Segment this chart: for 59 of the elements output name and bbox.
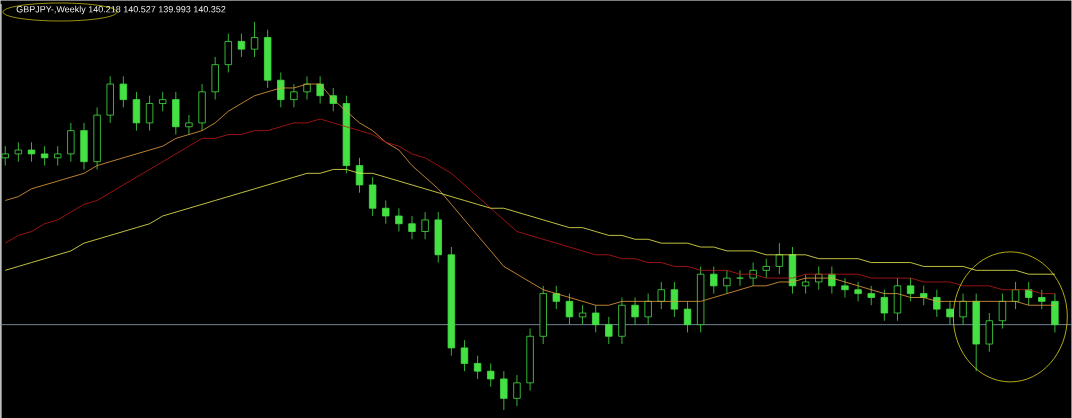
candlestick — [355, 157, 364, 194]
candlestick — [290, 83, 298, 108]
candlestick — [736, 269, 744, 287]
candlestick — [670, 281, 679, 318]
candlestick — [946, 300, 954, 326]
candlestick — [513, 374, 521, 407]
candlestick — [1024, 281, 1033, 306]
candlestick — [277, 72, 285, 108]
candlestick — [605, 316, 613, 345]
candlestick — [395, 207, 403, 232]
candlestick — [657, 281, 665, 310]
candlestick — [67, 122, 75, 163]
candlestick — [1051, 293, 1059, 333]
candlestick — [565, 293, 574, 326]
candlestick — [998, 293, 1007, 329]
candlestick — [841, 277, 849, 298]
candlestick — [421, 211, 429, 240]
candlestick — [185, 114, 193, 135]
candlestick — [592, 304, 600, 333]
candlestick — [316, 75, 324, 104]
candlestick — [762, 258, 770, 279]
candlestick — [801, 273, 810, 294]
candlestick — [631, 297, 639, 326]
candlestick — [159, 91, 167, 112]
candlestick — [906, 277, 915, 302]
candlestick — [408, 215, 416, 240]
candlestick — [920, 285, 928, 306]
candlestick — [644, 293, 652, 326]
candlestick — [552, 285, 560, 310]
candlestick — [303, 75, 311, 100]
candlestick — [145, 95, 154, 132]
candlestick — [27, 141, 36, 163]
candlestick — [132, 91, 141, 132]
candlestick — [500, 370, 508, 411]
candlestick — [224, 33, 232, 73]
candlestick — [959, 293, 967, 326]
candlestick — [54, 145, 62, 166]
candlestick — [487, 363, 495, 388]
candlestick — [473, 355, 482, 380]
candlestick — [40, 145, 49, 166]
candlestick — [985, 312, 993, 353]
candlestick — [723, 269, 731, 294]
candlestick — [854, 281, 862, 302]
candlestick — [237, 33, 246, 58]
candlestick — [250, 21, 259, 58]
candlestick — [880, 289, 889, 322]
candlestick — [775, 242, 784, 275]
candlestick — [119, 75, 128, 108]
candlestick — [867, 285, 875, 306]
candlestick — [710, 266, 718, 294]
candlestick — [683, 300, 692, 333]
candlestick — [578, 304, 587, 326]
candlestick — [382, 200, 390, 225]
candlestick — [460, 339, 469, 372]
candlestick — [1038, 289, 1046, 310]
candlestick — [14, 141, 23, 163]
candlestick — [933, 289, 941, 318]
chart-title: GBPJPY-,Weekly 140.218 140.527 139.993 140.352 — [16, 5, 226, 15]
candlestick — [368, 176, 377, 217]
